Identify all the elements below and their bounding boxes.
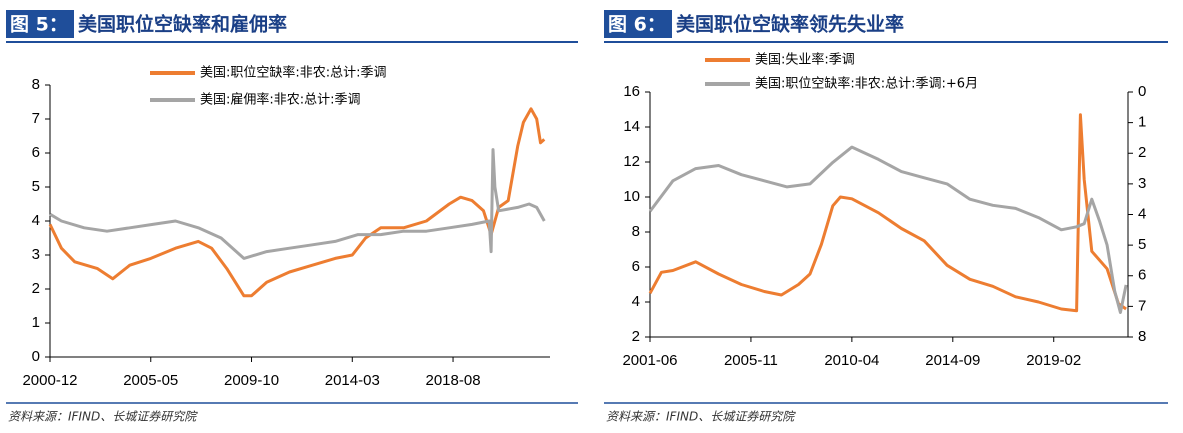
y-tick-label: 4 xyxy=(632,293,640,310)
x-tick-label: 2014-09 xyxy=(925,352,980,369)
x-tick-label: 2014-03 xyxy=(325,372,380,389)
legend-label: 美国:失业率:季调 xyxy=(755,52,855,68)
y2-tick-label: 4 xyxy=(1138,205,1146,222)
y-tick-label: 8 xyxy=(32,76,40,93)
chart-title: 美国职位空缺率领先失业率 xyxy=(676,13,904,36)
y-tick-label: 7 xyxy=(32,110,40,127)
y-tick-label: 14 xyxy=(623,118,640,135)
y-tick-label: 12 xyxy=(623,153,640,170)
y-tick-label: 5 xyxy=(32,178,40,195)
y2-tick-label: 5 xyxy=(1138,236,1146,253)
y-tick-label: 8 xyxy=(632,223,640,240)
y2-tick-label: 7 xyxy=(1138,297,1146,314)
y2-tick-label: 1 xyxy=(1138,114,1146,131)
series-line xyxy=(648,113,1127,313)
chart-title: 美国职位空缺率和雇佣率 xyxy=(78,13,287,36)
series-line xyxy=(48,107,546,298)
x-tick-label: 2000-12 xyxy=(22,372,77,389)
x-tick-label: 2005-05 xyxy=(123,372,178,389)
y-tick-label: 4 xyxy=(32,212,40,229)
x-tick-label: 2010-04 xyxy=(824,352,879,369)
legend-label: 美国:雇佣率:非农:总计:季调 xyxy=(200,92,361,108)
y2-tick-label: 8 xyxy=(1138,328,1146,345)
y-tick-label: 10 xyxy=(623,188,640,205)
source-note: 资料来源：IFIND、长城证券研究院 xyxy=(8,410,198,424)
y2-tick-label: 0 xyxy=(1138,83,1146,100)
title-label: 图 6： xyxy=(608,14,666,36)
y2-tick-label: 6 xyxy=(1138,267,1146,284)
x-tick-label: 2018-08 xyxy=(426,372,481,389)
title-box xyxy=(604,10,672,38)
title-box xyxy=(6,10,74,38)
y-tick-label: 2 xyxy=(632,328,640,345)
x-tick-label: 2009-10 xyxy=(224,372,279,389)
source-note: 资料来源：IFIND、长城证券研究院 xyxy=(606,410,796,424)
y-tick-label: 6 xyxy=(32,144,40,161)
y-tick-label: 1 xyxy=(32,314,40,331)
legend-label: 美国:职位空缺率:非农:总计:季调 xyxy=(200,65,387,81)
y2-tick-label: 2 xyxy=(1138,144,1146,161)
y-tick-label: 2 xyxy=(32,280,40,297)
y-tick-label: 3 xyxy=(32,246,40,263)
legend-label: 美国:职位空缺率:非农:总计:季调:+6月 xyxy=(755,76,978,92)
y-tick-label: 0 xyxy=(32,348,40,365)
series-line xyxy=(648,145,1128,314)
x-tick-label: 2001-06 xyxy=(622,352,677,369)
title-label: 图 5： xyxy=(10,14,68,36)
y2-tick-label: 3 xyxy=(1138,175,1146,192)
x-tick-label: 2005-11 xyxy=(724,352,778,369)
y-tick-label: 16 xyxy=(623,83,640,100)
y-tick-label: 6 xyxy=(632,258,640,275)
x-tick-label: 2019-02 xyxy=(1026,352,1081,369)
series-line xyxy=(49,148,546,260)
